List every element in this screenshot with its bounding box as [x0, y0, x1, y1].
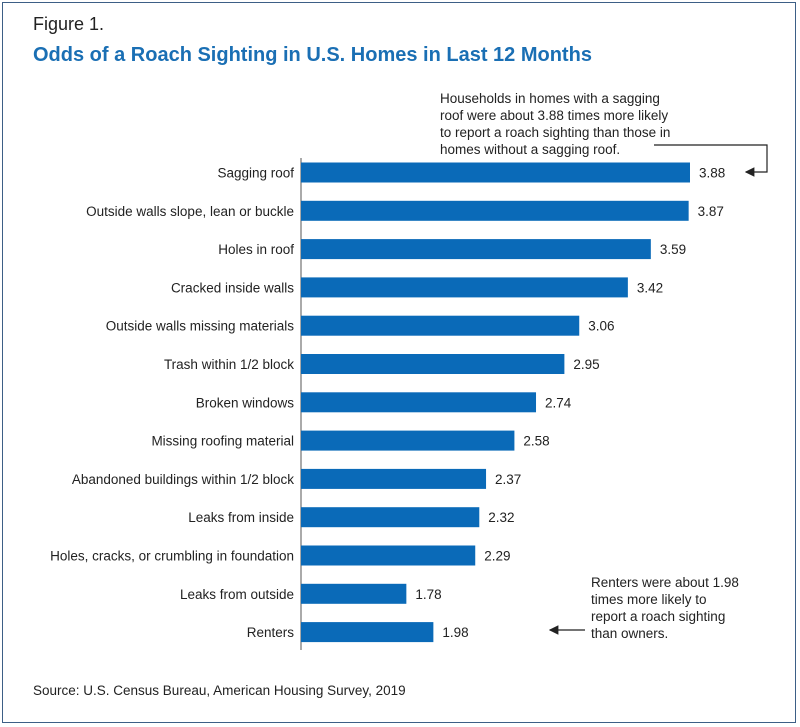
value-label: 2.95	[573, 357, 599, 372]
annotation-top-arrow	[654, 144, 768, 177]
value-label: 2.29	[484, 549, 510, 564]
annotation-top: Households in homes with a sagging roof …	[440, 91, 674, 157]
bar	[301, 239, 651, 260]
bar	[301, 162, 690, 183]
category-label: Sagging roof	[217, 166, 294, 181]
category-label: Missing roofing material	[151, 434, 294, 449]
value-label: 3.59	[660, 242, 686, 257]
bar	[301, 583, 407, 604]
annotation-bottom-line-2: times more likely to	[591, 592, 707, 607]
category-label: Leaks from inside	[188, 510, 294, 525]
figure-label: Figure 1.	[33, 14, 105, 34]
category-label: Trash within 1/2 block	[164, 357, 294, 372]
value-label: 3.88	[699, 166, 725, 181]
bar	[301, 545, 476, 566]
value-label: 3.42	[637, 280, 663, 295]
category-label: Outside walls missing materials	[106, 319, 295, 334]
category-label: Abandoned buildings within 1/2 block	[72, 472, 294, 487]
chart-title: Odds of a Roach Sighting in U.S. Homes i…	[33, 44, 592, 66]
annotation-top-line-3: to report a roach sighting than those in	[440, 125, 670, 140]
category-label: Outside walls slope, lean or buckle	[86, 204, 294, 219]
value-label: 2.32	[488, 510, 514, 525]
annotation-top-line-2: roof were about 3.88 times more likely	[440, 108, 668, 123]
value-label: 2.74	[545, 395, 572, 410]
bars-group: Sagging roof 3.88 Outside walls slope, lea…	[50, 162, 725, 643]
annotation-bottom-line-3: report a roach sighting	[591, 609, 725, 624]
category-label: Cracked inside walls	[171, 280, 294, 295]
value-label: 2.37	[495, 472, 521, 487]
category-label: Holes in roof	[218, 242, 294, 257]
category-label: Holes, cracks, or crumbling in foundatio…	[50, 549, 294, 564]
category-label: Broken windows	[196, 395, 295, 410]
value-label: 1.98	[442, 625, 468, 640]
annotation-top-line-4: homes without a sagging roof.	[440, 142, 620, 157]
bar	[301, 507, 480, 528]
value-label: 3.06	[588, 319, 614, 334]
category-label: Renters	[247, 625, 295, 640]
value-label: 1.78	[415, 587, 441, 602]
bar	[301, 200, 689, 221]
bar	[301, 315, 580, 336]
bar	[301, 392, 537, 413]
annotation-bottom-line-4: than owners.	[591, 626, 668, 641]
bar	[301, 622, 434, 643]
bar	[301, 468, 487, 489]
bar	[301, 277, 628, 298]
bar	[301, 354, 565, 374]
annotation-bottom: Renters were about 1.98 times more likel…	[591, 575, 743, 641]
value-label: 3.87	[698, 204, 724, 219]
bar	[301, 430, 515, 451]
source-note: Source: U.S. Census Bureau, American Hou…	[33, 683, 406, 698]
value-label: 2.58	[523, 434, 549, 449]
annotation-top-line-1: Households in homes with a sagging	[440, 91, 660, 106]
category-label: Leaks from outside	[180, 587, 294, 602]
annotation-bottom-line-1: Renters were about 1.98	[591, 575, 739, 590]
